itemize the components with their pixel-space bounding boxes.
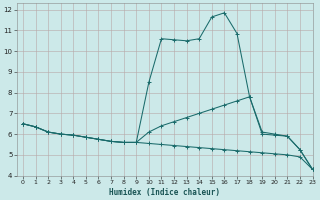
X-axis label: Humidex (Indice chaleur): Humidex (Indice chaleur) bbox=[109, 188, 220, 197]
